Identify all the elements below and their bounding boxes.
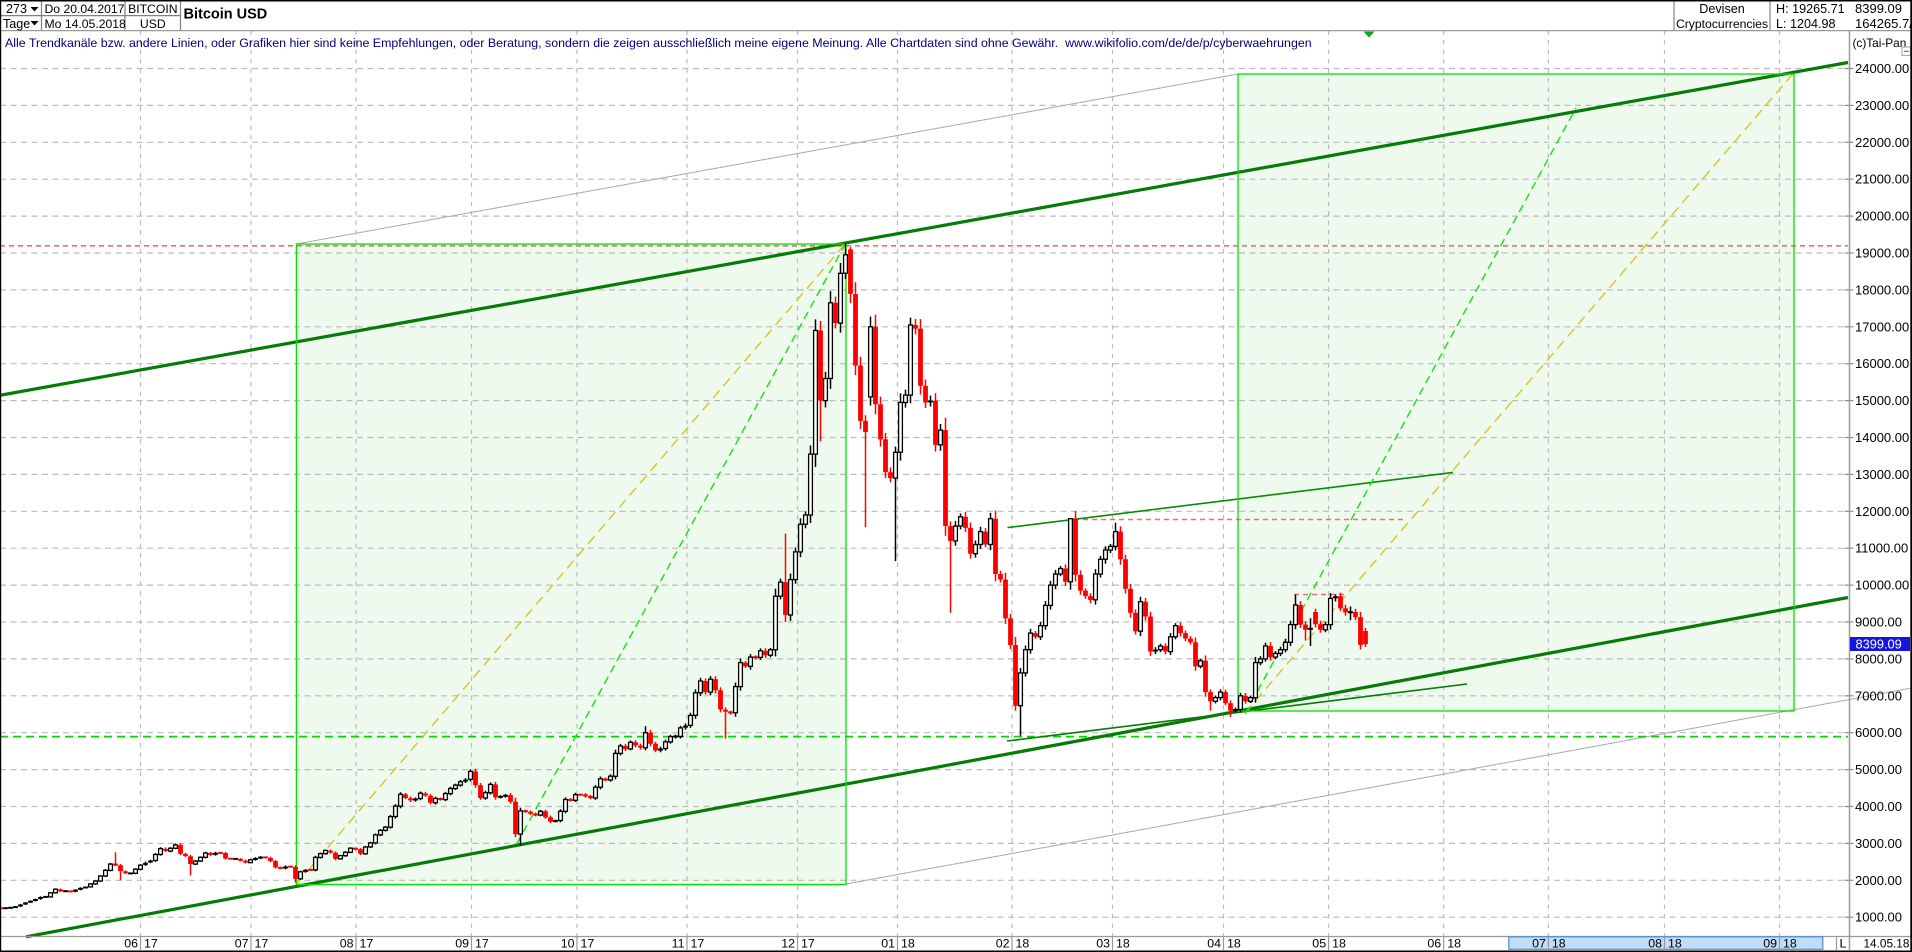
svg-text:16000.00: 16000.00 xyxy=(1855,356,1909,371)
svg-text:22000.00: 22000.00 xyxy=(1855,135,1909,150)
svg-text:5000.00: 5000.00 xyxy=(1855,762,1902,777)
svg-text:18: 18 xyxy=(1783,937,1797,951)
svg-text:273: 273 xyxy=(6,2,27,16)
svg-text:8399.09: 8399.09 xyxy=(1856,637,1902,652)
svg-text:17: 17 xyxy=(581,937,595,951)
svg-text:20000.00: 20000.00 xyxy=(1855,209,1909,224)
svg-text:Alle Trendkanäle bzw. andere L: Alle Trendkanäle bzw. andere Linien, ode… xyxy=(5,36,1312,50)
svg-text:17: 17 xyxy=(144,937,158,951)
svg-text:18: 18 xyxy=(901,937,915,951)
svg-text:Do 20.04.2017: Do 20.04.2017 xyxy=(45,2,125,16)
svg-text:03: 03 xyxy=(1096,937,1110,951)
svg-text:4000.00: 4000.00 xyxy=(1855,799,1902,814)
svg-text:18: 18 xyxy=(1668,937,1682,951)
svg-text:24000.00: 24000.00 xyxy=(1855,61,1909,76)
svg-text:09: 09 xyxy=(455,937,469,951)
svg-text:17: 17 xyxy=(801,937,815,951)
svg-text:10000.00: 10000.00 xyxy=(1855,578,1909,593)
svg-text:7000.00: 7000.00 xyxy=(1855,688,1902,703)
svg-text:Devisen: Devisen xyxy=(1699,2,1745,16)
svg-text:2000.00: 2000.00 xyxy=(1855,873,1902,888)
svg-text:8000.00: 8000.00 xyxy=(1855,651,1902,666)
svg-text:Bitcoin USD: Bitcoin USD xyxy=(184,7,268,23)
svg-text:13000.00: 13000.00 xyxy=(1855,467,1909,482)
svg-text:15000.00: 15000.00 xyxy=(1855,393,1909,408)
svg-text:3000.00: 3000.00 xyxy=(1855,836,1902,851)
svg-text:21000.00: 21000.00 xyxy=(1855,172,1909,187)
svg-text:BITCOIN: BITCOIN xyxy=(128,2,177,16)
svg-text:11: 11 xyxy=(672,937,685,951)
svg-text:14.05.18: 14.05.18 xyxy=(1864,937,1910,951)
svg-text:8399.09: 8399.09 xyxy=(1855,1,1902,16)
svg-text:14000.00: 14000.00 xyxy=(1855,430,1909,445)
svg-text:07: 07 xyxy=(1532,937,1546,951)
svg-text:17: 17 xyxy=(255,937,269,951)
svg-text:08: 08 xyxy=(1648,937,1662,951)
svg-text:17: 17 xyxy=(360,937,374,951)
svg-text:Cryptocurrencies: Cryptocurrencies xyxy=(1676,17,1768,31)
svg-text:17: 17 xyxy=(691,937,705,951)
svg-text:L: 1204.98: L: 1204.98 xyxy=(1776,17,1836,31)
svg-text:01: 01 xyxy=(881,937,895,951)
svg-text:23000.00: 23000.00 xyxy=(1855,98,1909,113)
svg-text:17: 17 xyxy=(475,937,489,951)
svg-text:18: 18 xyxy=(1447,937,1461,951)
svg-text:6000.00: 6000.00 xyxy=(1855,725,1902,740)
svg-text:USD: USD xyxy=(140,17,166,31)
svg-text:Tage: Tage xyxy=(3,17,30,31)
svg-text:18: 18 xyxy=(1332,937,1346,951)
svg-text:06: 06 xyxy=(1427,937,1441,951)
svg-text:H: 19265.71: H: 19265.71 xyxy=(1776,2,1845,16)
svg-text:05: 05 xyxy=(1312,937,1326,951)
svg-text:09: 09 xyxy=(1763,937,1777,951)
svg-text:04: 04 xyxy=(1207,937,1221,951)
svg-text:08: 08 xyxy=(340,937,354,951)
svg-text:Mo 14.05.2018: Mo 14.05.2018 xyxy=(45,17,127,31)
svg-text:19000.00: 19000.00 xyxy=(1855,246,1909,261)
svg-text:L: L xyxy=(1840,937,1847,951)
svg-text:12000.00: 12000.00 xyxy=(1855,504,1909,519)
svg-text:18: 18 xyxy=(1016,937,1030,951)
svg-text:(c)Tai-Pan: (c)Tai-Pan xyxy=(1853,36,1907,50)
svg-text:18: 18 xyxy=(1227,937,1241,951)
svg-text:11000.00: 11000.00 xyxy=(1855,541,1908,556)
svg-text:18000.00: 18000.00 xyxy=(1855,282,1909,297)
svg-text:07: 07 xyxy=(235,937,249,951)
svg-text:18: 18 xyxy=(1552,937,1566,951)
svg-text:1000.00: 1000.00 xyxy=(1855,910,1902,925)
svg-text:164265.7/8: 164265.7/8 xyxy=(1855,16,1912,31)
svg-text:12: 12 xyxy=(781,937,795,951)
svg-text:9000.00: 9000.00 xyxy=(1855,615,1902,630)
svg-text:18: 18 xyxy=(1116,937,1130,951)
svg-text:02: 02 xyxy=(996,937,1010,951)
svg-text:10: 10 xyxy=(561,937,575,951)
svg-text:17000.00: 17000.00 xyxy=(1855,319,1909,334)
svg-text:06: 06 xyxy=(124,937,138,951)
